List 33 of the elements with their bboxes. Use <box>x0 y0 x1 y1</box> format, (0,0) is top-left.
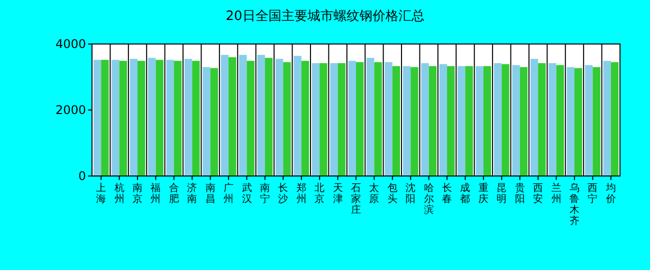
xtick-label: 武汉 <box>242 183 252 205</box>
xtick-label: 西宁 <box>588 183 598 205</box>
xtick-label: 南京 <box>132 183 143 205</box>
xtick-label: 合肥 <box>168 183 179 205</box>
xtick-label: 长沙 <box>278 183 288 205</box>
ytick-label: 2000 <box>55 103 86 117</box>
ytick-label: 0 <box>78 169 86 183</box>
xtick-label: 哈尔滨 <box>424 183 434 216</box>
xtick-label: 成都 <box>460 183 470 205</box>
xtick-label: 均价 <box>606 183 616 205</box>
xtick-label: 杭州 <box>114 183 124 205</box>
xtick-label: 包头 <box>387 183 398 205</box>
xtick-label: 郑州 <box>296 183 306 205</box>
xtick-label: 南宁 <box>260 183 270 205</box>
xtick-label: 上海 <box>96 183 106 205</box>
xtick-label: 贵阳 <box>514 183 525 205</box>
xtick-label: 太原 <box>369 183 380 205</box>
xtick-label: 乌鲁木齐 <box>569 183 580 227</box>
xtick-label: 北京 <box>314 183 325 205</box>
xtick-label: 长春 <box>442 183 452 205</box>
xtick-label: 福州 <box>150 183 161 205</box>
xtick-label: 石家庄 <box>351 183 361 216</box>
xtick-label: 沈阳 <box>406 183 416 205</box>
title: 20日全国主要城市螺纹钢价格汇总 <box>226 9 424 24</box>
xtick-label: 西安 <box>533 183 544 205</box>
xtick-label: 广州 <box>224 183 234 205</box>
xtick-label: 南昌 <box>205 183 216 205</box>
xtick-label: 兰州 <box>551 183 562 205</box>
xtick-label: 天津 <box>332 183 343 205</box>
xtick-label: 重庆 <box>478 183 488 205</box>
ytick-label: 4000 <box>55 37 86 51</box>
xtick-label: 济南 <box>187 183 198 205</box>
xtick-label: 昆明 <box>496 183 507 205</box>
